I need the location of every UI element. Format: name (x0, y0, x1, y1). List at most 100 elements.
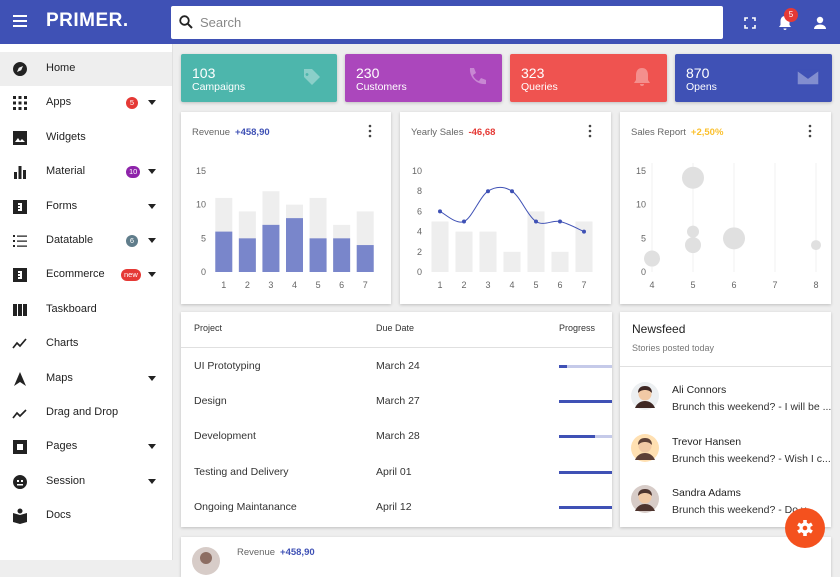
bubble (685, 237, 701, 254)
nav-item[interactable]: Datatable 6 (0, 224, 172, 258)
logo[interactable]: PRIMER. (46, 10, 129, 31)
icon-shape (303, 69, 320, 85)
icon-shape (469, 68, 486, 85)
menu-dot (588, 124, 592, 128)
menu-dot (808, 124, 812, 128)
due-date: March 24 (376, 360, 420, 372)
bubble (687, 225, 699, 238)
search-icon (179, 15, 193, 29)
more-menu[interactable] (588, 124, 592, 138)
stat-label: Opens (686, 81, 717, 93)
avatar-body (635, 504, 655, 512)
avatar-face (638, 387, 652, 401)
progress-bar (559, 435, 595, 439)
y-tick-label: 5 (201, 233, 206, 243)
chart-header: Yearly Sales -46,68 (411, 127, 495, 138)
avatar (631, 382, 659, 410)
menu-button[interactable] (13, 15, 27, 27)
stat-card[interactable]: 323 Queries (510, 54, 667, 102)
top-bar: PRIMER. Search 5 (0, 0, 840, 44)
bottom-card: Revenue +458,90 (181, 537, 831, 577)
avatar-hair (638, 386, 652, 393)
avatar (631, 433, 659, 462)
nav-item[interactable]: Taskboard (0, 293, 172, 327)
account-button[interactable] (813, 16, 827, 30)
stat-label: Customers (356, 81, 407, 93)
y-tick-label: 8 (417, 186, 422, 196)
nav-item[interactable]: Session (0, 465, 172, 499)
x-tick-label: 7 (772, 280, 777, 290)
stat-label: Queries (521, 81, 558, 93)
x-tick-label: 1 (437, 280, 442, 290)
search-box[interactable]: Search (171, 6, 723, 39)
arrow-shape (148, 478, 156, 484)
avatar (631, 485, 659, 514)
chart: 0 5 10 15 1 2 3 4 5 6 7 (196, 124, 374, 290)
stat-card[interactable]: 230 Customers (345, 54, 502, 102)
nav-icon (13, 96, 27, 111)
progress-bar (559, 400, 612, 404)
point (558, 219, 562, 224)
stat-card[interactable]: 103 Campaigns (181, 54, 337, 102)
icon-shape (14, 371, 26, 386)
nav-item[interactable]: Charts (0, 327, 172, 361)
newsfeed-text: Brunch this weekend? - Wish I c... (672, 452, 831, 465)
projects-table: Project Due Date Progress UI Prototyping Mar… (181, 312, 612, 527)
expand-arrow (148, 169, 156, 175)
nav-item[interactable]: Widgets (0, 121, 172, 155)
nav-icon (13, 508, 27, 525)
more-menu[interactable] (368, 124, 372, 138)
y-tick-label: 10 (636, 200, 646, 210)
nav-label: Apps (46, 96, 72, 109)
bubble (723, 227, 745, 250)
avatar-hair (638, 489, 652, 497)
nav-item[interactable]: Drag and Drop (0, 396, 172, 430)
icon-shape (634, 68, 650, 86)
x-tick-label: 5 (533, 280, 538, 290)
fullscreen-button[interactable] (744, 17, 756, 29)
nav-item[interactable]: Apps 5 (0, 86, 172, 120)
stat-card[interactable]: 870 Opens (675, 54, 832, 102)
nav-item[interactable]: Material 10 (0, 155, 172, 189)
nav-item[interactable]: Home (0, 52, 172, 86)
chart-change: +458,90 (235, 127, 270, 138)
nav-icon (13, 440, 27, 455)
nav-item[interactable]: Pages (0, 430, 172, 464)
x-tick-label: 5 (690, 280, 695, 290)
x-tick-label: 8 (813, 280, 818, 290)
nav-item[interactable]: Forms (0, 190, 172, 224)
y-tick-label: 15 (636, 166, 646, 176)
newsfeed-text: Brunch this weekend? - I will be ... (672, 401, 831, 413)
expand-arrow (148, 478, 156, 484)
nav-item[interactable]: Docs (0, 499, 172, 533)
progress-bar (559, 505, 612, 509)
icon-shape (13, 199, 27, 214)
chart-header: Sales Report +2,50% (631, 127, 723, 138)
stat-icon (634, 68, 650, 86)
nav-item[interactable]: Ecommerce new (0, 258, 172, 292)
newsfeed-subtitle: Stories posted today (632, 343, 715, 353)
icon-shape (13, 235, 27, 247)
x-tick-label: 4 (292, 280, 297, 290)
x-tick-label: 6 (557, 280, 562, 290)
nav-item[interactable]: Maps (0, 362, 172, 396)
nav-label: Ecommerce (46, 268, 105, 281)
bubble (811, 240, 821, 251)
icon-shape (13, 268, 27, 283)
more-menu[interactable] (808, 124, 812, 138)
nav-icon (13, 199, 27, 214)
nav-icon (13, 130, 27, 145)
icon-shape (14, 166, 26, 180)
column-header: Project (194, 323, 223, 333)
avatar-face (638, 490, 652, 504)
progress-track (559, 435, 612, 439)
y-tick-label: 2 (417, 247, 422, 257)
project-name: Testing and Delivery (194, 465, 289, 478)
x-tick-label: 4 (509, 280, 514, 290)
due-date: April 12 (376, 500, 412, 513)
point (462, 219, 466, 224)
x-tick-label: 7 (363, 280, 368, 290)
y-tick-label: 15 (196, 166, 206, 176)
settings-fab[interactable] (783, 506, 827, 550)
